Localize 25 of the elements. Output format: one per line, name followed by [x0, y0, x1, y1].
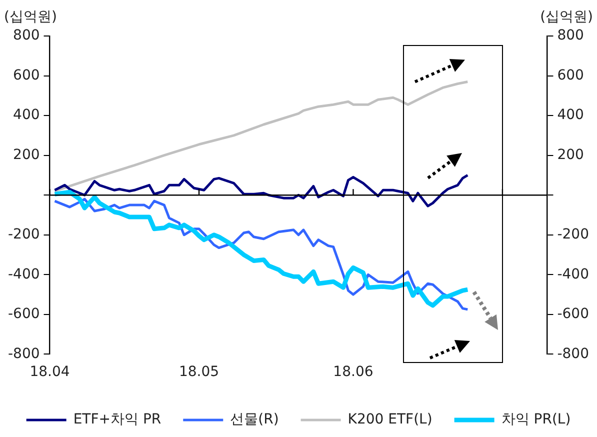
legend-label: 선물(R): [230, 412, 279, 428]
y-tick-label: 200: [13, 146, 40, 163]
y-tick-label: -200: [8, 226, 40, 243]
y2-tick-label: 800: [557, 28, 584, 44]
y-tick-label: 800: [13, 28, 40, 44]
y2-tick-label: -800: [557, 346, 590, 362]
y2-axis-title: (십억원): [540, 8, 593, 26]
y2-tick-label: 200: [557, 146, 584, 163]
y2-tick-label: -200: [557, 226, 590, 243]
legend-label: ETF+차익 PR: [73, 412, 162, 428]
y2-tick-label: 400: [557, 107, 584, 124]
y-tick-label: 600: [13, 67, 40, 84]
y2-tick-label: -400: [557, 266, 590, 282]
legend-label: K200 ETF(L): [348, 412, 432, 428]
x-tick-label: 18.05: [178, 364, 220, 380]
x-tick-label: 18.06: [333, 364, 374, 380]
y-tick-label: 400: [13, 107, 40, 124]
legend-label: 차익 PR(L): [501, 412, 571, 428]
y-tick-label: -400: [8, 266, 40, 282]
y-axis-title: (십억원): [4, 8, 57, 26]
x-tick-label: 18.04: [30, 364, 70, 380]
y-tick-label: -600: [8, 306, 40, 322]
y-tick-label: -800: [8, 346, 40, 362]
y2-tick-label: 600: [557, 67, 584, 84]
y2-tick-label: -600: [557, 306, 590, 322]
